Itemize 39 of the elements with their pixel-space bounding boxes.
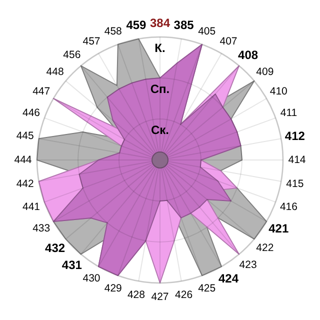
spoke-label: 456 (63, 49, 81, 62)
spoke-label: 433 (32, 222, 50, 234)
spoke-label: 405 (198, 25, 216, 38)
spoke-label: 427 (151, 291, 169, 303)
spoke-label: 442 (16, 178, 34, 190)
spoke-label: 430 (82, 272, 100, 285)
spoke-label: 457 (82, 35, 100, 48)
spoke-label: 425 (198, 282, 216, 295)
spoke-label: 415 (286, 178, 304, 190)
spoke-label: 411 (280, 107, 298, 120)
y-tick-label: Сп. (150, 82, 170, 96)
spoke-label: 384 (150, 16, 170, 30)
spoke-label: 409 (256, 66, 274, 78)
spoke-label: 428 (127, 288, 146, 301)
spoke-label: 410 (270, 86, 288, 98)
spoke-label: 414 (288, 154, 306, 166)
spoke-label: 424 (218, 272, 239, 286)
spoke-label: 408 (238, 48, 258, 62)
spoke-label: 429 (104, 282, 122, 295)
spoke-label: 441 (22, 200, 40, 213)
spoke-label: 432 (45, 241, 66, 256)
spoke-label: 459 (126, 18, 147, 32)
spoke-label: 444 (14, 154, 32, 166)
spoke-label: 423 (239, 258, 257, 271)
spoke-label: 448 (46, 66, 64, 78)
y-tick-label: К. (154, 41, 166, 55)
spoke-label: 416 (280, 200, 298, 213)
spoke-label: 458 (104, 25, 122, 38)
spoke-label: 412 (284, 129, 306, 144)
spoke-label: 421 (268, 222, 289, 236)
spoke-label: 426 (175, 288, 193, 301)
spoke-label: 447 (32, 86, 50, 98)
spoke-label: 446 (22, 107, 40, 120)
spoke-label: 385 (174, 18, 194, 32)
spoke-label: 445 (16, 130, 34, 142)
y-tick-label: Ск. (150, 123, 170, 137)
spoke-label: 422 (256, 242, 274, 254)
spoke-label: 431 (62, 258, 82, 272)
spoke-label: 407 (220, 35, 238, 48)
